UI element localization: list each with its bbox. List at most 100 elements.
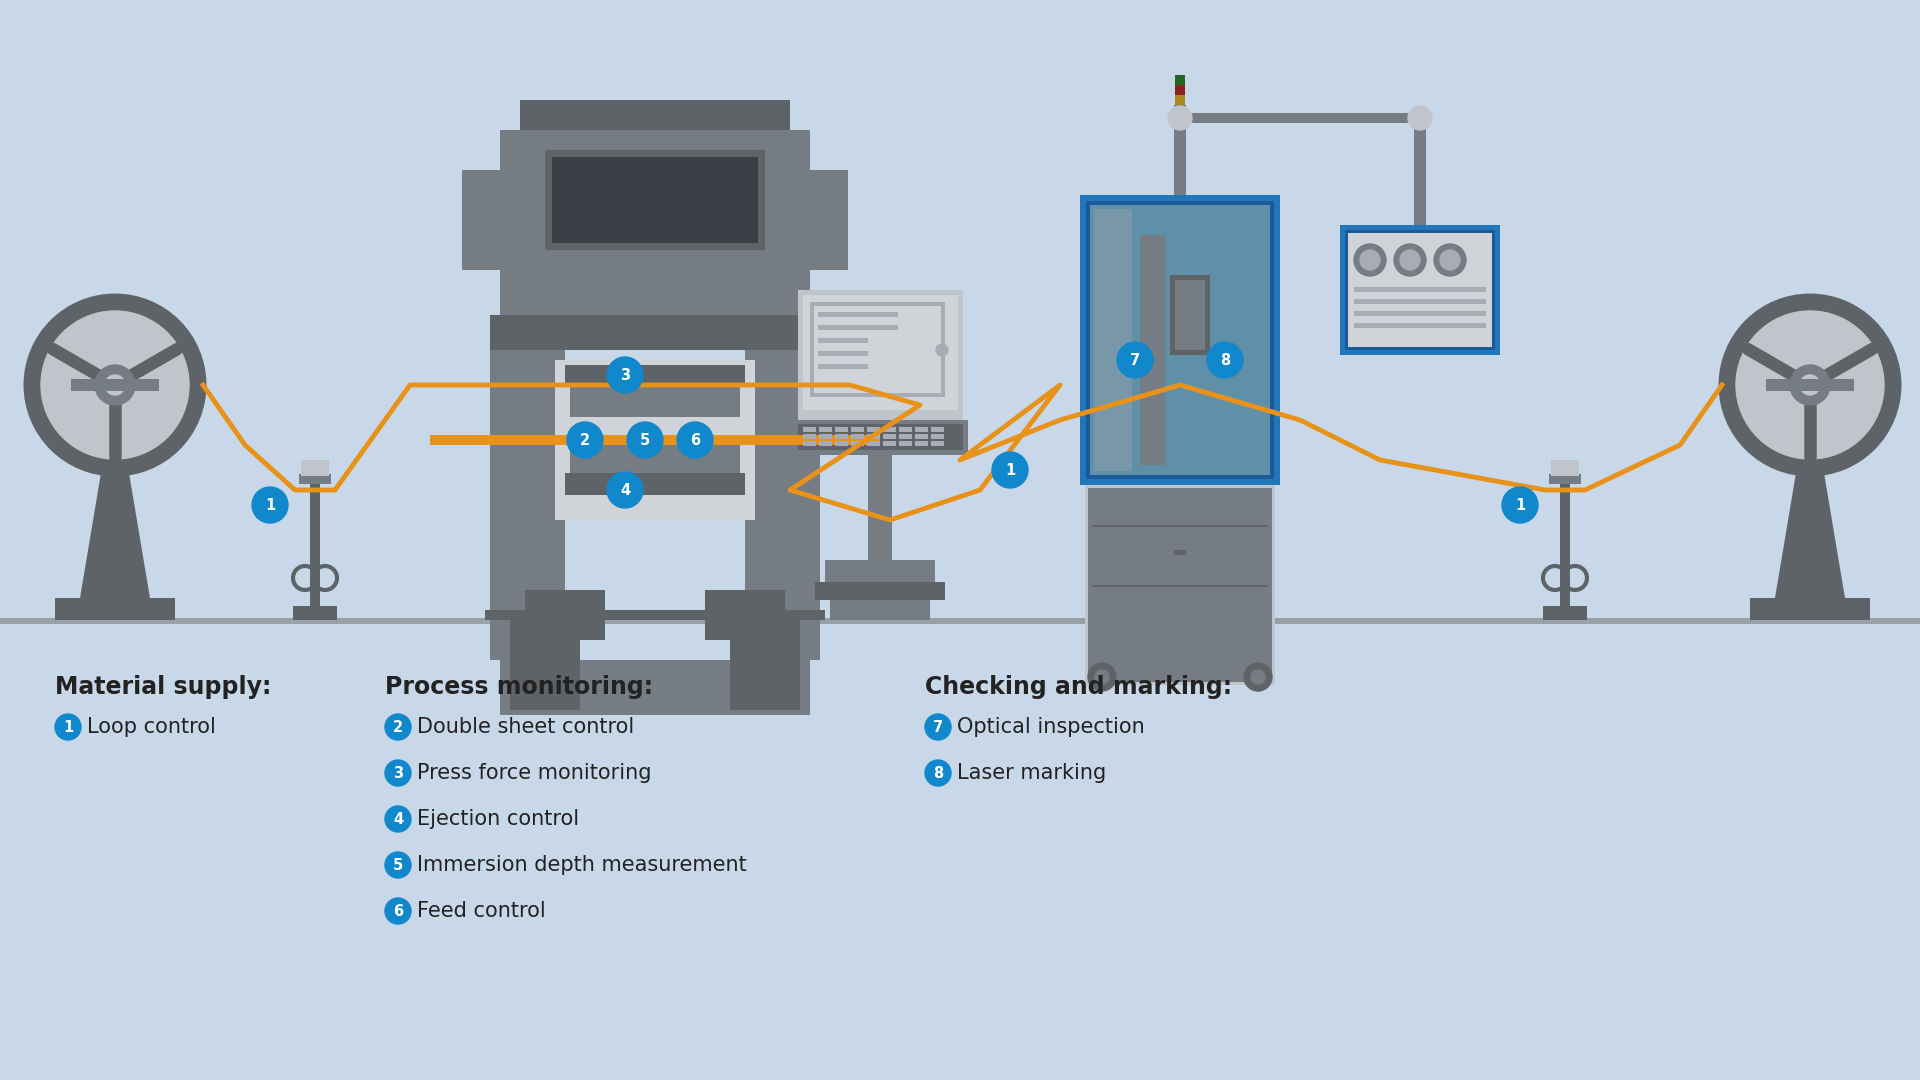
Bar <box>820 441 831 446</box>
Text: 5: 5 <box>639 433 651 448</box>
Bar <box>803 434 816 438</box>
Text: 5: 5 <box>394 858 403 873</box>
Bar <box>1181 113 1421 123</box>
Circle shape <box>1394 244 1427 276</box>
Bar <box>793 420 968 455</box>
Text: 7: 7 <box>1131 353 1140 368</box>
Circle shape <box>106 375 125 395</box>
Bar <box>899 441 912 446</box>
Bar <box>430 435 879 445</box>
Bar <box>1092 525 1267 527</box>
Text: 8: 8 <box>933 766 943 781</box>
Circle shape <box>1094 670 1110 684</box>
Bar <box>564 473 745 495</box>
Bar <box>829 588 929 620</box>
Circle shape <box>1354 244 1386 276</box>
Bar <box>1079 195 1281 485</box>
Bar <box>883 427 897 432</box>
Bar <box>545 150 764 249</box>
Bar <box>868 434 879 438</box>
Text: Loop control: Loop control <box>86 717 215 737</box>
Circle shape <box>27 297 204 473</box>
Circle shape <box>937 345 948 356</box>
Text: Optical inspection: Optical inspection <box>956 717 1144 737</box>
Circle shape <box>1501 487 1538 523</box>
Bar <box>1173 550 1187 555</box>
Bar <box>1354 311 1486 316</box>
Bar <box>883 434 897 438</box>
Circle shape <box>607 472 643 508</box>
Bar <box>1092 585 1267 588</box>
Text: 1: 1 <box>1515 498 1524 513</box>
Bar <box>1749 598 1870 620</box>
Bar <box>799 424 964 450</box>
Bar <box>835 441 849 446</box>
Circle shape <box>386 852 411 878</box>
Bar <box>490 350 564 660</box>
Bar <box>1175 280 1206 350</box>
Text: 3: 3 <box>394 766 403 781</box>
Text: Press force monitoring: Press force monitoring <box>417 762 651 783</box>
Bar <box>1085 485 1275 685</box>
Bar <box>868 441 879 446</box>
Bar <box>818 338 868 343</box>
Bar <box>1549 474 1580 484</box>
Circle shape <box>1789 365 1830 405</box>
Bar <box>814 582 945 600</box>
Bar <box>300 474 330 484</box>
Circle shape <box>1722 297 1899 473</box>
Circle shape <box>1117 342 1154 378</box>
Bar <box>1354 287 1486 292</box>
Bar <box>1340 225 1500 355</box>
Circle shape <box>1244 663 1271 691</box>
Bar <box>1169 275 1210 355</box>
Text: 6: 6 <box>394 904 403 919</box>
Bar <box>810 302 945 397</box>
Circle shape <box>386 806 411 832</box>
Circle shape <box>386 897 411 924</box>
Circle shape <box>1440 249 1459 270</box>
Bar <box>1094 210 1133 471</box>
Bar <box>71 379 159 391</box>
Bar <box>1354 323 1486 328</box>
Bar <box>511 618 580 710</box>
Text: Checking and marking:: Checking and marking: <box>925 675 1233 699</box>
Bar <box>1413 113 1427 225</box>
Bar <box>499 130 810 315</box>
Bar <box>1544 606 1588 620</box>
Bar <box>0 618 1920 624</box>
Bar <box>851 434 864 438</box>
Circle shape <box>1801 375 1820 395</box>
Bar <box>730 618 801 710</box>
Circle shape <box>993 453 1027 488</box>
Bar <box>1091 205 1269 475</box>
Bar <box>1346 230 1496 350</box>
Bar <box>835 434 849 438</box>
Text: 6: 6 <box>689 433 701 448</box>
Text: 2: 2 <box>580 433 589 448</box>
Circle shape <box>1208 342 1242 378</box>
Polygon shape <box>81 473 150 598</box>
Polygon shape <box>1774 473 1845 598</box>
Text: 1: 1 <box>1004 463 1016 478</box>
Bar <box>1766 379 1855 391</box>
Text: 1: 1 <box>265 498 275 513</box>
Bar <box>868 455 893 565</box>
Circle shape <box>628 422 662 458</box>
Bar <box>56 598 175 620</box>
Bar <box>499 660 810 715</box>
Bar <box>931 434 945 438</box>
Bar <box>899 434 912 438</box>
Bar <box>1175 85 1185 95</box>
Circle shape <box>40 311 188 459</box>
Circle shape <box>925 714 950 740</box>
Circle shape <box>1736 311 1884 459</box>
Bar <box>555 360 755 519</box>
Bar <box>803 295 958 410</box>
Text: Process monitoring:: Process monitoring: <box>386 675 653 699</box>
Text: Laser marking: Laser marking <box>956 762 1106 783</box>
Bar <box>818 364 868 369</box>
Bar <box>520 100 789 130</box>
Bar <box>1354 299 1486 303</box>
Text: Feed control: Feed control <box>417 901 545 921</box>
